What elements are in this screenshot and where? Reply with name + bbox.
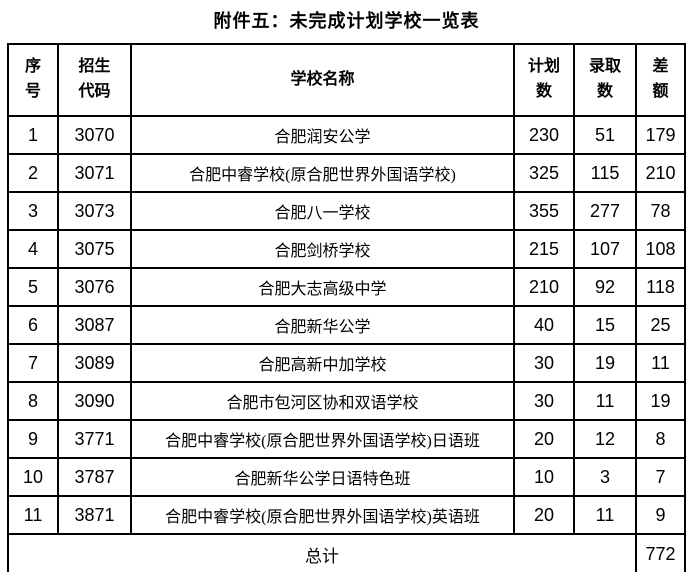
serial-cell: 10 — [7, 457, 59, 497]
plan-cell: 230 — [513, 115, 575, 155]
plan-cell: 30 — [513, 381, 575, 421]
serial-cell: 1 — [7, 115, 59, 155]
plan-cell: 30 — [513, 343, 575, 383]
school-cell: 合肥新华公学 — [130, 305, 515, 345]
header-school-name: 学校名称 — [130, 43, 515, 117]
admitted-cell: 11 — [573, 381, 637, 421]
code-cell: 3089 — [57, 343, 132, 383]
diff-cell: 8 — [635, 419, 686, 459]
serial-cell: 6 — [7, 305, 59, 345]
school-cell: 合肥市包河区协和双语学校 — [130, 381, 515, 421]
school-cell: 合肥大志高级中学 — [130, 267, 515, 307]
serial-cell: 3 — [7, 191, 59, 231]
serial-cell: 4 — [7, 229, 59, 269]
school-cell: 合肥中睿学校(原合肥世界外国语学校)英语班 — [130, 495, 515, 535]
total-label: 总计 — [7, 533, 637, 572]
code-cell: 3087 — [57, 305, 132, 345]
diff-cell: 108 — [635, 229, 686, 269]
diff-cell: 9 — [635, 495, 686, 535]
school-cell: 合肥新华公学日语特色班 — [130, 457, 515, 497]
header-difference: 差 额 — [635, 43, 686, 117]
code-cell: 3871 — [57, 495, 132, 535]
diff-cell: 25 — [635, 305, 686, 345]
plan-cell: 325 — [513, 153, 575, 193]
plan-cell: 40 — [513, 305, 575, 345]
header-enrollment-code: 招生 代码 — [57, 43, 132, 117]
table-row: 11 3871 合肥中睿学校(原合肥世界外国语学校)英语班 20 11 9 — [7, 495, 686, 535]
table-row: 9 3771 合肥中睿学校(原合肥世界外国语学校)日语班 20 12 8 — [7, 419, 686, 459]
school-cell: 合肥中睿学校(原合肥世界外国语学校) — [130, 153, 515, 193]
plan-cell: 20 — [513, 419, 575, 459]
school-cell: 合肥中睿学校(原合肥世界外国语学校)日语班 — [130, 419, 515, 459]
school-cell: 合肥高新中加学校 — [130, 343, 515, 383]
table-row: 8 3090 合肥市包河区协和双语学校 30 11 19 — [7, 381, 686, 421]
admitted-cell: 107 — [573, 229, 637, 269]
school-cell: 合肥润安公学 — [130, 115, 515, 155]
header-row: 序 号 招生 代码 学校名称 计划 数 录取 数 差 额 — [7, 43, 686, 117]
code-cell: 3076 — [57, 267, 132, 307]
header-planned-count: 计划 数 — [513, 43, 575, 117]
serial-cell: 11 — [7, 495, 59, 535]
table-row: 5 3076 合肥大志高级中学 210 92 118 — [7, 267, 686, 307]
diff-cell: 118 — [635, 267, 686, 307]
serial-cell: 2 — [7, 153, 59, 193]
serial-cell: 9 — [7, 419, 59, 459]
admitted-cell: 15 — [573, 305, 637, 345]
code-cell: 3771 — [57, 419, 132, 459]
diff-cell: 78 — [635, 191, 686, 231]
table-row: 6 3087 合肥新华公学 40 15 25 — [7, 305, 686, 345]
code-cell: 3787 — [57, 457, 132, 497]
header-serial-number: 序 号 — [7, 43, 59, 117]
code-cell: 3075 — [57, 229, 132, 269]
school-cell: 合肥剑桥学校 — [130, 229, 515, 269]
school-cell: 合肥八一学校 — [130, 191, 515, 231]
plan-cell: 215 — [513, 229, 575, 269]
plan-cell: 10 — [513, 457, 575, 497]
code-cell: 3073 — [57, 191, 132, 231]
serial-cell: 7 — [7, 343, 59, 383]
table-row: 4 3075 合肥剑桥学校 215 107 108 — [7, 229, 686, 269]
header-admitted-count: 录取 数 — [573, 43, 637, 117]
diff-cell: 19 — [635, 381, 686, 421]
code-cell: 3071 — [57, 153, 132, 193]
total-value: 772 — [635, 533, 686, 572]
admitted-cell: 92 — [573, 267, 637, 307]
table-row: 1 3070 合肥润安公学 230 51 179 — [7, 115, 686, 155]
diff-cell: 11 — [635, 343, 686, 383]
page-title: 附件五：未完成计划学校一览表 — [213, 11, 480, 31]
admitted-cell: 51 — [573, 115, 637, 155]
admitted-cell: 11 — [573, 495, 637, 535]
unfinished-plan-schools-table: 序 号 招生 代码 学校名称 计划 数 录取 数 差 额 1 3070 合肥润安… — [7, 43, 686, 572]
admitted-cell: 115 — [573, 153, 637, 193]
plan-cell: 355 — [513, 191, 575, 231]
table-row: 2 3071 合肥中睿学校(原合肥世界外国语学校) 325 115 210 — [7, 153, 686, 193]
admitted-cell: 12 — [573, 419, 637, 459]
table-row: 7 3089 合肥高新中加学校 30 19 11 — [7, 343, 686, 383]
diff-cell: 210 — [635, 153, 686, 193]
admitted-cell: 3 — [573, 457, 637, 497]
total-row: 总计 772 — [7, 533, 686, 572]
code-cell: 3070 — [57, 115, 132, 155]
serial-cell: 8 — [7, 381, 59, 421]
table-row: 10 3787 合肥新华公学日语特色班 10 3 7 — [7, 457, 686, 497]
diff-cell: 7 — [635, 457, 686, 497]
plan-cell: 210 — [513, 267, 575, 307]
table-row: 3 3073 合肥八一学校 355 277 78 — [7, 191, 686, 231]
admitted-cell: 277 — [573, 191, 637, 231]
plan-cell: 20 — [513, 495, 575, 535]
diff-cell: 179 — [635, 115, 686, 155]
code-cell: 3090 — [57, 381, 132, 421]
admitted-cell: 19 — [573, 343, 637, 383]
serial-cell: 5 — [7, 267, 59, 307]
